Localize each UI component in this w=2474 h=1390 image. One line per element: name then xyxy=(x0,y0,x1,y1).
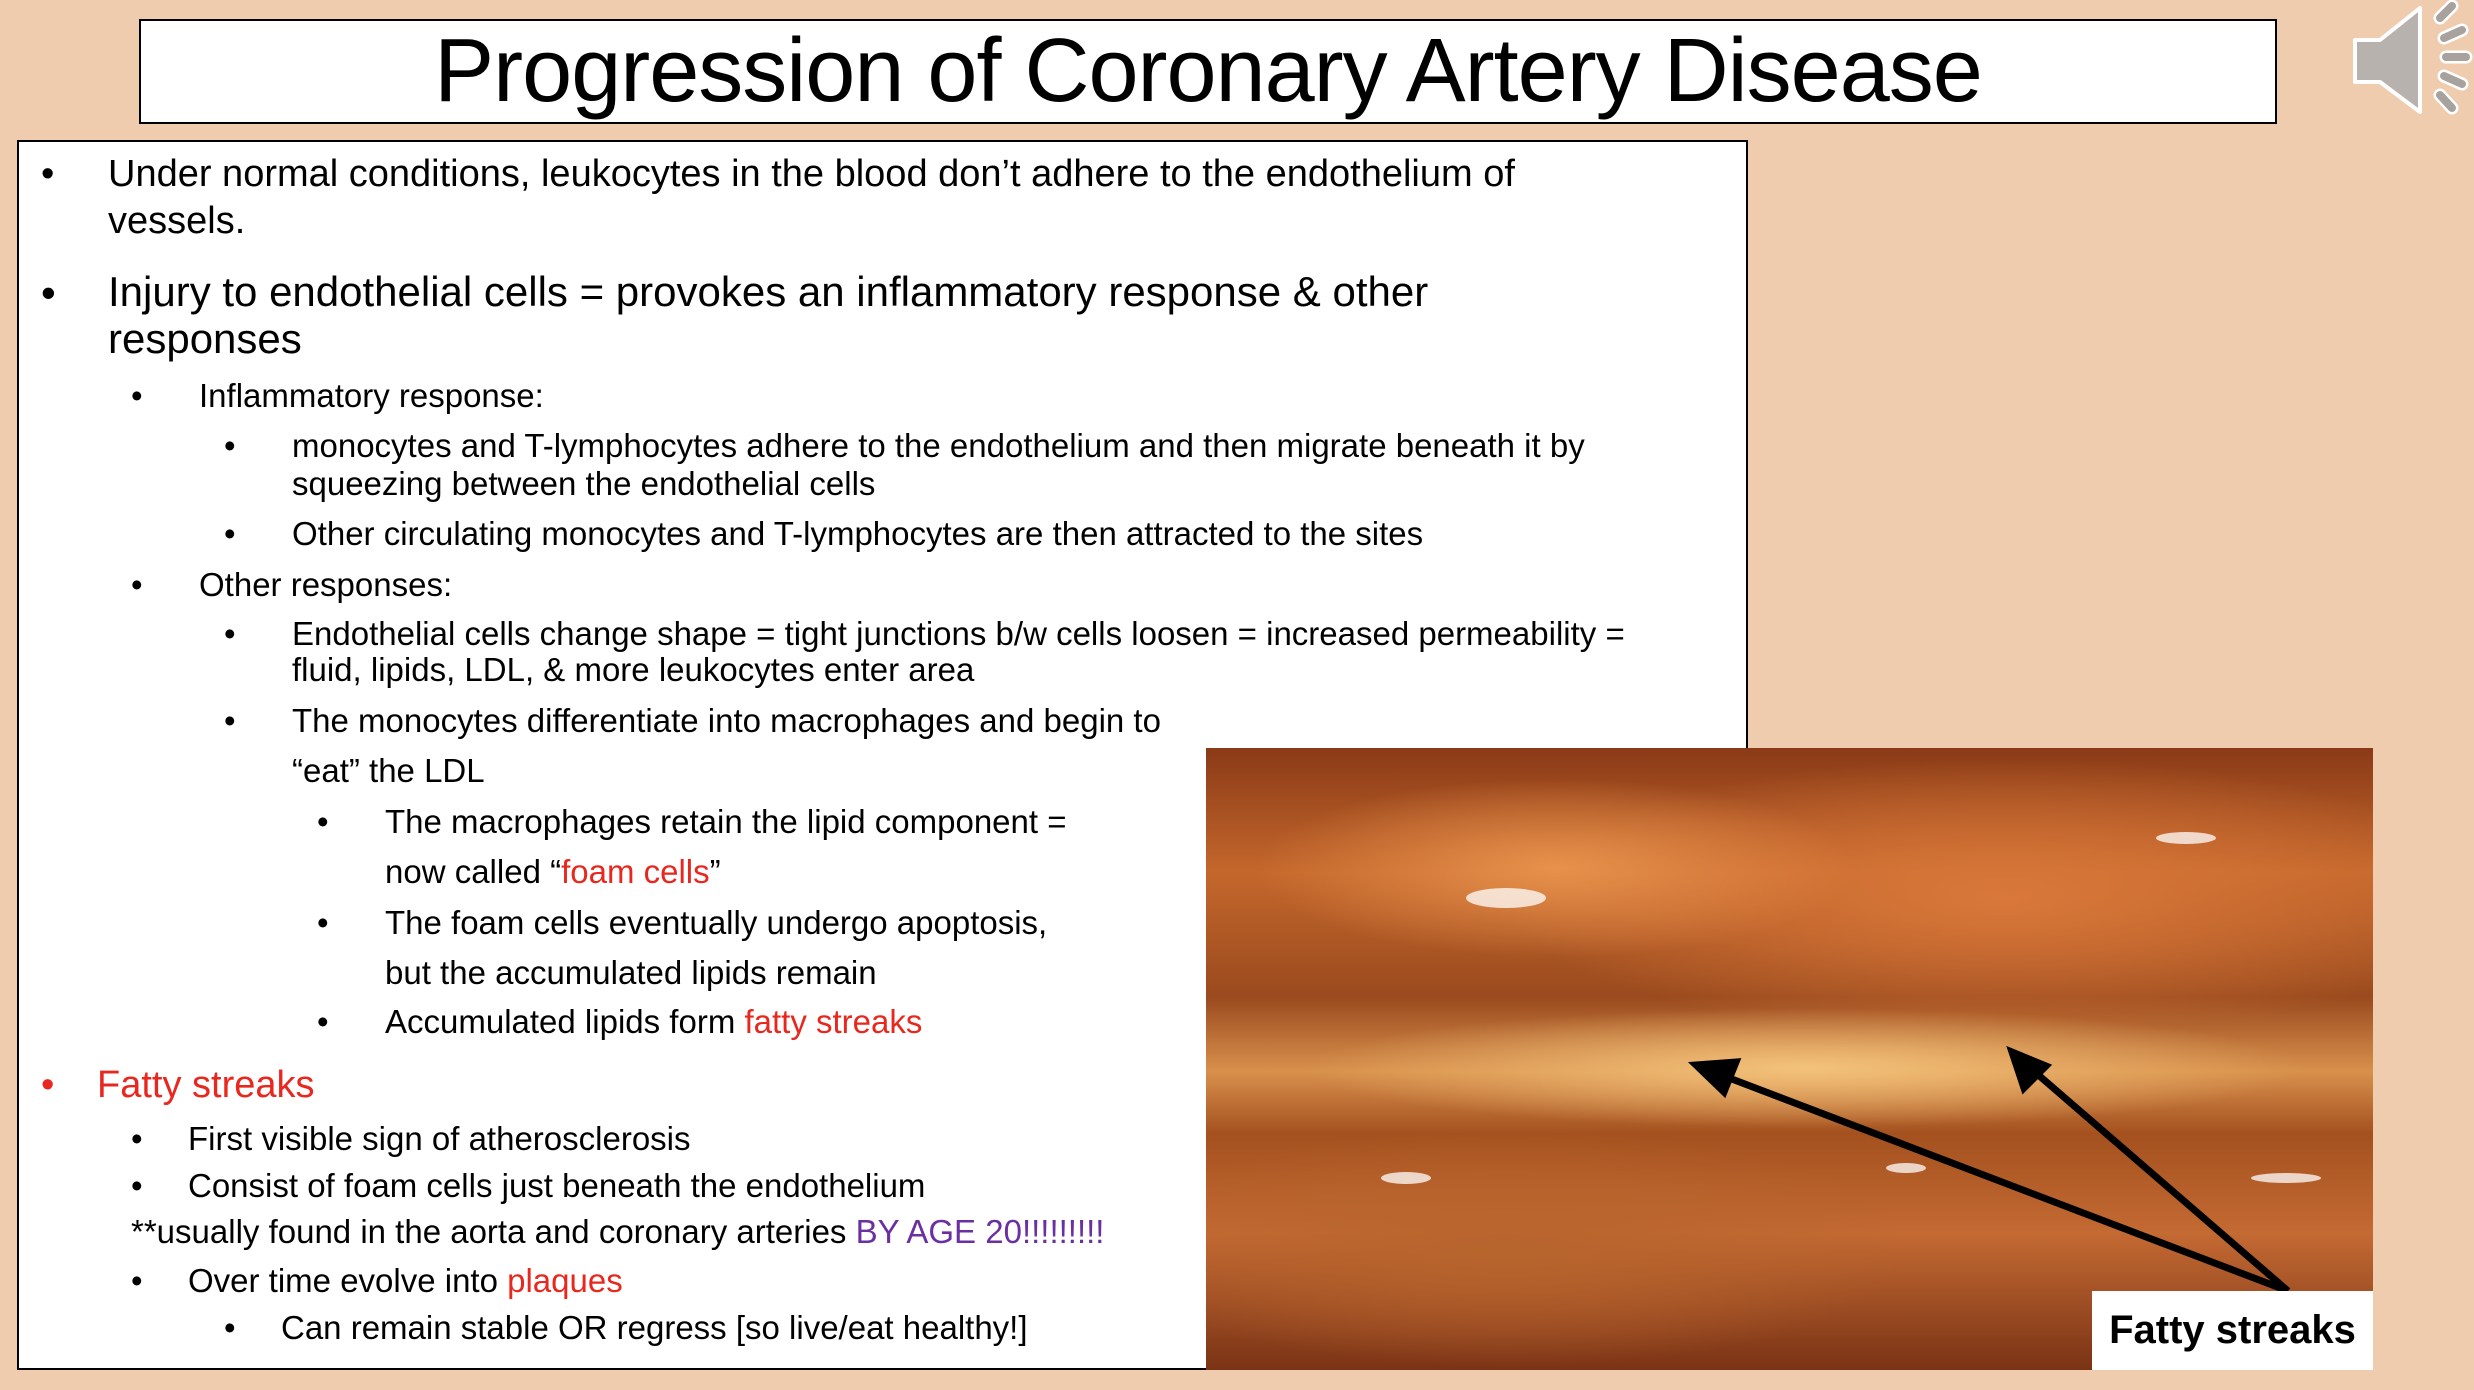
bullet-text: monocytes and T-lymphocytes adhere to th… xyxy=(292,427,1585,464)
bullet: • xyxy=(131,566,143,603)
highlight-plaques: plaques xyxy=(507,1262,623,1299)
highlight-by-age-20: BY AGE 20!!!!!!!!! xyxy=(855,1213,1105,1250)
bullet-text: The monocytes differentiate into macroph… xyxy=(292,702,1161,739)
bullet: • xyxy=(131,377,143,414)
bullet-text: Under normal conditions, leukocytes in t… xyxy=(108,153,1515,195)
bullet: • xyxy=(131,1262,143,1299)
bullet: • xyxy=(317,803,329,840)
bullet-text: Consist of foam cells just beneath the e… xyxy=(188,1167,926,1204)
text: **usually found in the aorta and coronar… xyxy=(131,1213,856,1250)
text: ” xyxy=(709,853,721,890)
fatty-streaks-photo xyxy=(1206,748,2373,1370)
bullet-text: Other circulating monocytes and T-lympho… xyxy=(292,515,1424,552)
title-box: Progression of Coronary Artery Disease xyxy=(139,19,2277,124)
text: Accumulated lipids form xyxy=(385,1003,745,1040)
bullet: • xyxy=(224,615,236,652)
bullet-text: Over time evolve into plaques xyxy=(188,1262,623,1300)
text: Over time evolve into xyxy=(188,1262,508,1299)
bullet: • xyxy=(224,1309,236,1346)
slide-title: Progression of Coronary Artery Disease xyxy=(434,21,1983,121)
bullet-text: but the accumulated lipids remain xyxy=(385,954,877,991)
bullet-text: The foam cells eventually undergo apopto… xyxy=(385,904,1048,941)
bullet: • xyxy=(41,153,55,195)
bullet-text: squeezing between the endothelial cells xyxy=(292,465,876,502)
highlight-fatty-streaks: fatty streaks xyxy=(744,1003,923,1040)
bullet-text: Other responses: xyxy=(199,566,453,603)
bullet-text: Endothelial cells change shape = tight j… xyxy=(292,615,1625,652)
bullet: • xyxy=(224,702,236,739)
bullet: • xyxy=(317,1003,329,1040)
bullet-text: “eat” the LDL xyxy=(292,752,485,789)
bullet-text: Can remain stable OR regress [so live/ea… xyxy=(281,1309,1028,1346)
text: now called “ xyxy=(385,853,562,890)
bullet-text: vessels. xyxy=(108,200,246,242)
note-text: **usually found in the aorta and coronar… xyxy=(131,1213,1104,1251)
bullet-text: Injury to endothelial cells = provokes a… xyxy=(108,268,1429,315)
arrow-icon xyxy=(1687,1045,2291,1295)
bullet-text: The macrophages retain the lipid compone… xyxy=(385,803,1067,840)
bullet: • xyxy=(41,1064,55,1106)
bullet: • xyxy=(41,269,56,316)
bullet: • xyxy=(131,1120,143,1157)
photo-label: Fatty streaks xyxy=(2092,1291,2373,1370)
bullet-text: Inflammatory response: xyxy=(199,377,544,414)
bullet: • xyxy=(131,1167,143,1204)
section-heading-fatty-streaks: Fatty streaks xyxy=(97,1064,315,1106)
bullet: • xyxy=(224,515,236,552)
bullet-text: Accumulated lipids form fatty streaks xyxy=(385,1003,922,1041)
highlight-foam-cells: foam cells xyxy=(561,853,710,890)
speaker-icon[interactable] xyxy=(2340,0,2474,125)
bullet-text: now called “foam cells” xyxy=(385,853,721,891)
bullet: • xyxy=(317,904,329,941)
bullet-text: responses xyxy=(108,315,302,362)
bullet-text: fluid, lipids, LDL, & more leukocytes en… xyxy=(292,651,975,688)
bullet-text: First visible sign of atherosclerosis xyxy=(188,1120,691,1157)
bullet: • xyxy=(224,427,236,464)
